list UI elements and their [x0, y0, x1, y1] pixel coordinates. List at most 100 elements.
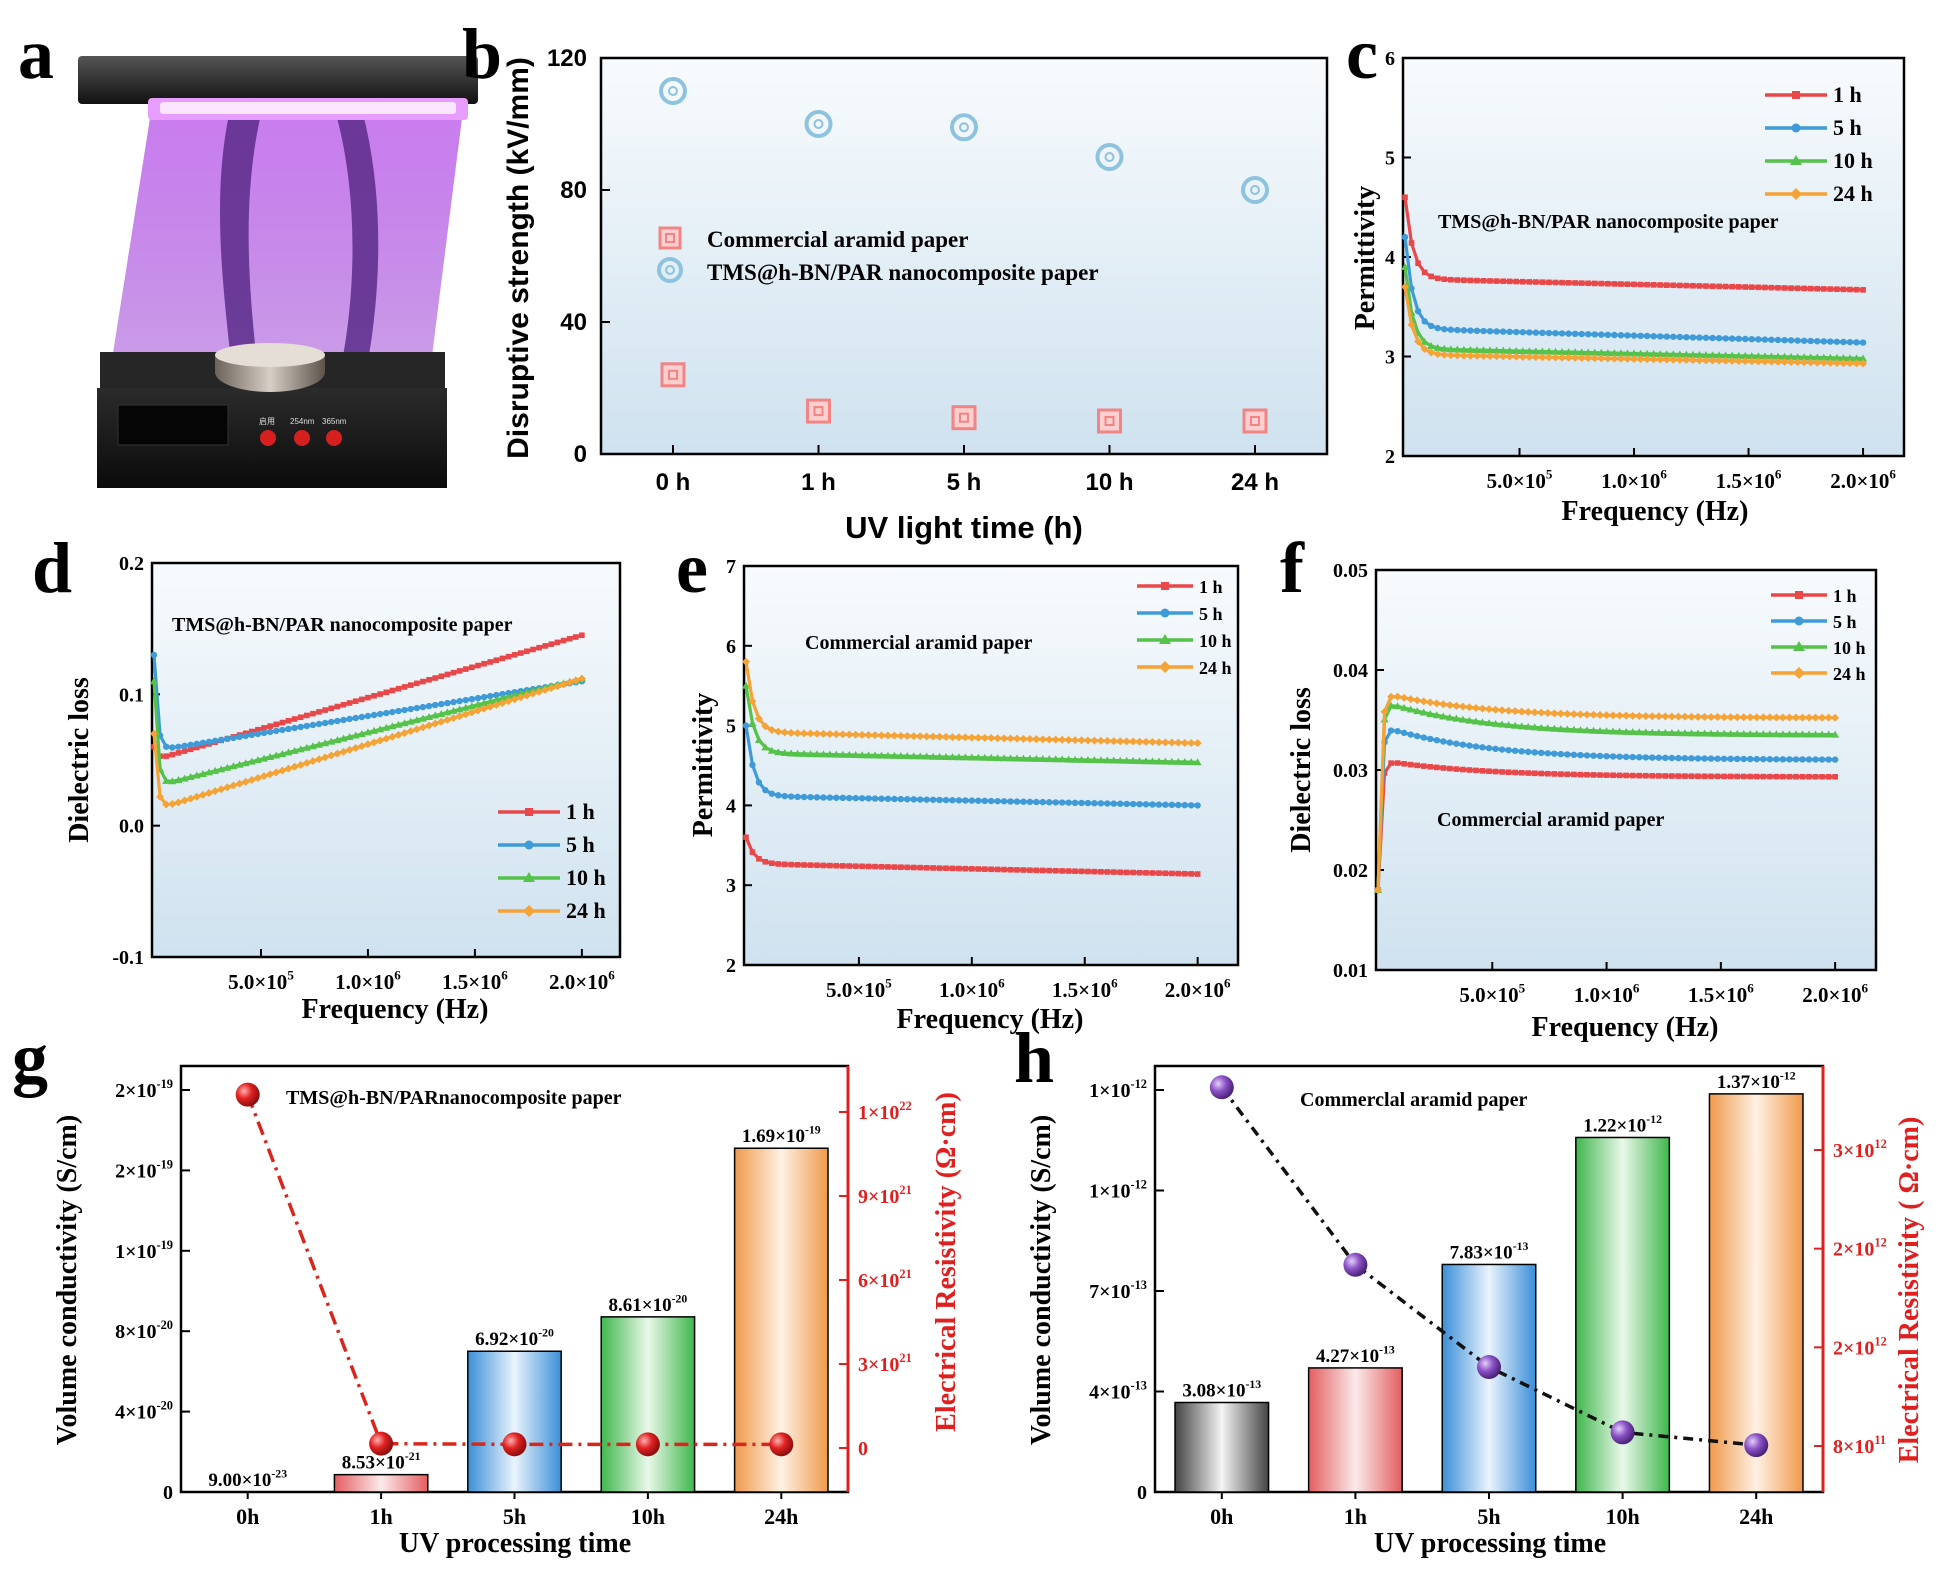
- data-point: [187, 741, 194, 749]
- data-point: [916, 732, 925, 741]
- resistivity-point: [1343, 1252, 1368, 1277]
- data-point: [352, 698, 359, 704]
- data-point: [339, 747, 348, 756]
- legend-marker: [1792, 91, 1800, 99]
- data-point: [890, 751, 899, 759]
- data-point: [1584, 348, 1593, 356]
- data-point: [1643, 355, 1652, 364]
- data-point: [872, 863, 878, 870]
- data-point: [1715, 351, 1724, 359]
- data-point: [1129, 737, 1138, 746]
- data-point: [449, 713, 458, 722]
- y-axis-label-b: Disruptive strength (kV/mm): [502, 57, 535, 459]
- data-point: [961, 733, 970, 742]
- data-point: [473, 700, 482, 708]
- data-point: [1649, 349, 1658, 357]
- data-point: [1682, 356, 1691, 365]
- data-point: [1735, 284, 1742, 290]
- data-point: [1472, 351, 1481, 360]
- data-point: [1467, 327, 1474, 334]
- data-point: [499, 655, 506, 662]
- data-point: [846, 794, 853, 802]
- data-point: [1408, 285, 1415, 292]
- data-point: [1807, 337, 1814, 345]
- data-point: [315, 740, 324, 748]
- data-point: [1446, 345, 1455, 353]
- data-point: [1558, 353, 1567, 362]
- data-point: [1637, 332, 1644, 340]
- data-point: [431, 701, 439, 709]
- data-point: [345, 745, 354, 754]
- data-point: [994, 866, 1001, 873]
- data-point: [1135, 757, 1144, 765]
- legend-label: 1 h: [1833, 82, 1862, 107]
- data-point: [1760, 357, 1769, 366]
- legend-marker: [1795, 591, 1803, 599]
- data-point: [994, 797, 1001, 805]
- data-point: [794, 793, 801, 801]
- data-point: [1833, 338, 1841, 345]
- panel-label-a: a: [18, 14, 54, 94]
- data-point: [761, 743, 770, 751]
- data-point: [1687, 729, 1696, 737]
- lamp-arm-left: [219, 110, 262, 372]
- data-point: [1492, 346, 1501, 354]
- data-point: [1577, 751, 1584, 759]
- data-point: [1630, 354, 1639, 363]
- data-point: [1563, 709, 1572, 718]
- data-point: [455, 712, 464, 721]
- data-point: [425, 713, 434, 721]
- data-point: [1577, 353, 1586, 362]
- data-point: [1832, 774, 1838, 780]
- data-point: [1414, 762, 1420, 769]
- data-point: [1793, 353, 1802, 361]
- data-point: [1439, 700, 1448, 709]
- data-point: [1597, 772, 1603, 778]
- data-point: [290, 762, 299, 771]
- data-point: [1565, 279, 1572, 286]
- panel-c: c 2 3 4 5 6 5.0×105 1.0×106 1.5×106 2.0×106 Perm…: [1346, 14, 1906, 527]
- data-point: [273, 721, 280, 728]
- data-point: [1058, 755, 1067, 763]
- data-point: [1407, 320, 1416, 329]
- data-point: [756, 856, 762, 862]
- panel-g: g 0 4×10-20 8×10-20 1×10-19 2×10-19 2×10-19 0 3…: [12, 1018, 962, 1559]
- data-point: [1676, 333, 1684, 341]
- data-point: [187, 746, 194, 753]
- data-point: [1129, 756, 1138, 764]
- data-point: [1794, 337, 1801, 344]
- data-point: [1471, 717, 1480, 725]
- data-point: [1688, 356, 1697, 365]
- data-point: [1840, 286, 1847, 293]
- data-point: [370, 726, 379, 734]
- data-point: [923, 865, 930, 871]
- data-point: [522, 691, 531, 700]
- data-point: [1414, 337, 1423, 346]
- data-point: [229, 762, 238, 770]
- data-point: [308, 757, 317, 766]
- data-point: [1413, 732, 1421, 740]
- data-point: [315, 720, 323, 728]
- data-point: [308, 742, 317, 750]
- data-point: [1596, 752, 1604, 760]
- data-point: [1065, 799, 1072, 806]
- panel-d: d -0.1 0.0 0.1 0.2 5.0×105 1.0×106 1.5×106 2.0×…: [32, 528, 622, 1025]
- data-point: [394, 720, 403, 728]
- data-point: [455, 705, 464, 713]
- data-point: [1734, 351, 1743, 359]
- data-point: [242, 732, 249, 740]
- data-point: [376, 725, 385, 733]
- data-point: [1682, 350, 1691, 358]
- data-point: [820, 862, 827, 869]
- data-point: [1472, 346, 1481, 354]
- lamp-button-365: [326, 430, 342, 446]
- y-tick-label: 0.02: [1333, 860, 1368, 882]
- data-point: [1032, 754, 1041, 762]
- data-point: [1077, 755, 1086, 763]
- panel-label-e: e: [676, 528, 708, 608]
- data-point: [833, 862, 840, 869]
- data-point: [1680, 729, 1689, 737]
- data-point: [1860, 287, 1866, 293]
- y-tick-label: 3: [726, 875, 736, 897]
- data-point: [1709, 334, 1716, 342]
